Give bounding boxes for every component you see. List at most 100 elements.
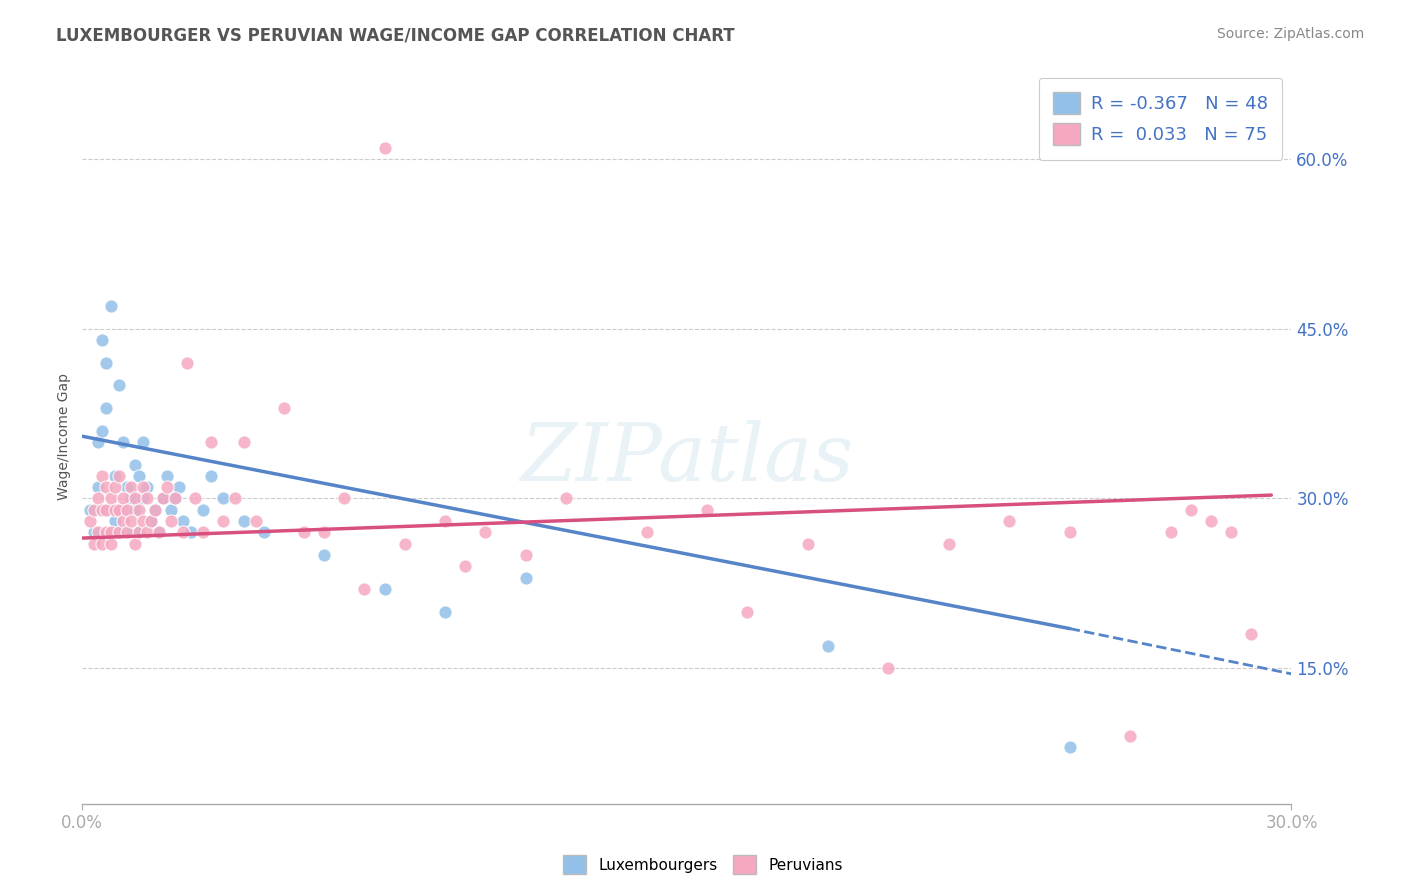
Point — [132, 491, 155, 506]
Point — [232, 434, 254, 449]
Text: Source: ZipAtlas.com: Source: ZipAtlas.com — [1216, 27, 1364, 41]
Point — [817, 639, 839, 653]
Point — [172, 525, 194, 540]
Point — [696, 503, 718, 517]
Point — [797, 537, 820, 551]
Point — [135, 480, 157, 494]
Point — [156, 480, 179, 494]
Point — [115, 480, 138, 494]
Point — [79, 514, 101, 528]
Point — [100, 503, 122, 517]
Point — [555, 491, 578, 506]
Point — [394, 537, 416, 551]
Point — [87, 491, 110, 506]
Legend: Luxembourgers, Peruvians: Luxembourgers, Peruvians — [557, 849, 849, 880]
Point — [100, 537, 122, 551]
Point — [132, 434, 155, 449]
Point — [124, 537, 146, 551]
Point — [139, 514, 162, 528]
Point — [107, 525, 129, 540]
Point — [253, 525, 276, 540]
Point — [224, 491, 246, 506]
Point — [152, 491, 174, 506]
Point — [200, 468, 222, 483]
Point — [87, 480, 110, 494]
Point — [160, 514, 183, 528]
Point — [96, 480, 118, 494]
Point — [636, 525, 658, 540]
Point — [152, 491, 174, 506]
Point — [107, 378, 129, 392]
Point — [111, 503, 134, 517]
Point — [103, 514, 125, 528]
Point — [103, 468, 125, 483]
Point — [167, 480, 190, 494]
Point — [83, 537, 105, 551]
Point — [91, 503, 114, 517]
Point — [107, 525, 129, 540]
Point — [193, 525, 215, 540]
Y-axis label: Wage/Income Gap: Wage/Income Gap — [58, 373, 72, 500]
Point — [200, 434, 222, 449]
Point — [212, 514, 235, 528]
Point — [91, 503, 114, 517]
Point — [83, 525, 105, 540]
Point — [998, 514, 1021, 528]
Point — [115, 503, 138, 517]
Point — [180, 525, 202, 540]
Point — [193, 503, 215, 517]
Point — [143, 503, 166, 517]
Point — [1059, 740, 1081, 755]
Point — [91, 333, 114, 347]
Point — [124, 491, 146, 506]
Point — [120, 480, 142, 494]
Point — [314, 548, 336, 562]
Point — [120, 514, 142, 528]
Point — [128, 468, 150, 483]
Point — [111, 514, 134, 528]
Point — [135, 525, 157, 540]
Point — [128, 503, 150, 517]
Point — [1059, 525, 1081, 540]
Point — [132, 480, 155, 494]
Legend: R = -0.367   N = 48, R =  0.033   N = 75: R = -0.367 N = 48, R = 0.033 N = 75 — [1039, 78, 1282, 160]
Point — [434, 605, 457, 619]
Point — [1199, 514, 1222, 528]
Text: LUXEMBOURGER VS PERUVIAN WAGE/INCOME GAP CORRELATION CHART: LUXEMBOURGER VS PERUVIAN WAGE/INCOME GAP… — [56, 27, 735, 45]
Point — [87, 434, 110, 449]
Point — [100, 491, 122, 506]
Point — [877, 661, 900, 675]
Text: ZIPatlas: ZIPatlas — [520, 419, 853, 497]
Point — [176, 356, 198, 370]
Point — [1180, 503, 1202, 517]
Point — [91, 468, 114, 483]
Point — [115, 525, 138, 540]
Point — [232, 514, 254, 528]
Point — [79, 503, 101, 517]
Point — [132, 514, 155, 528]
Point — [96, 503, 118, 517]
Point — [96, 356, 118, 370]
Point — [515, 548, 537, 562]
Point — [292, 525, 315, 540]
Point — [474, 525, 496, 540]
Point — [128, 525, 150, 540]
Point — [1240, 627, 1263, 641]
Point — [1160, 525, 1182, 540]
Point — [172, 514, 194, 528]
Point — [434, 514, 457, 528]
Point — [333, 491, 356, 506]
Point — [156, 468, 179, 483]
Point — [454, 559, 477, 574]
Point — [103, 503, 125, 517]
Point — [737, 605, 759, 619]
Point — [273, 401, 295, 415]
Point — [103, 480, 125, 494]
Point — [87, 525, 110, 540]
Point — [120, 491, 142, 506]
Point — [515, 571, 537, 585]
Point — [245, 514, 267, 528]
Point — [148, 525, 170, 540]
Point — [124, 503, 146, 517]
Point — [96, 525, 118, 540]
